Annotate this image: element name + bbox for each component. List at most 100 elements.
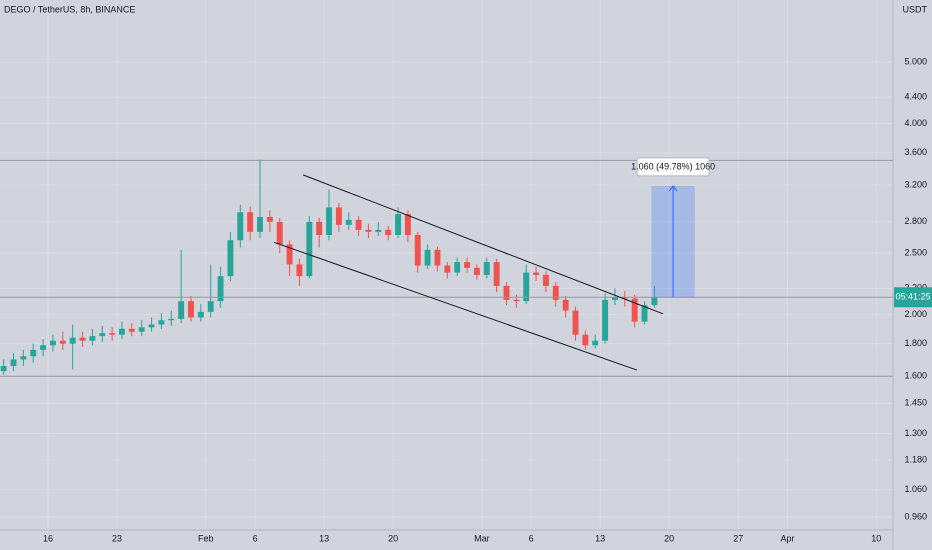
measure-label: 1.060 (49.78%) 1060 xyxy=(631,161,715,171)
candle-body xyxy=(424,249,431,266)
candle-body xyxy=(306,221,313,277)
price-label-box xyxy=(894,287,932,308)
candle-body xyxy=(0,366,7,372)
candle-body xyxy=(454,262,461,273)
candle-body xyxy=(178,301,185,319)
candle-body xyxy=(562,299,569,311)
candle-body xyxy=(237,212,244,241)
candle-body xyxy=(286,244,293,265)
candle-body xyxy=(503,285,510,300)
candle-body xyxy=(395,214,401,235)
candle-body xyxy=(404,214,411,235)
candle-body xyxy=(631,298,638,322)
candle-body xyxy=(257,216,263,232)
candle-body xyxy=(523,272,530,302)
candle-body xyxy=(158,320,165,325)
candle-body xyxy=(138,327,145,332)
candle-body xyxy=(128,328,135,332)
axes: 0.960 1.060 1.180 1.300 1.450 1.600 1.800 2.000… xyxy=(43,56,932,543)
x-tick-label: 13 xyxy=(319,533,329,543)
candle-body xyxy=(247,212,254,232)
candle-body xyxy=(385,229,392,235)
trend-line xyxy=(273,241,638,371)
candle-body xyxy=(49,340,56,346)
candle-body xyxy=(59,340,66,344)
currency: USDT xyxy=(903,4,928,14)
candle-body xyxy=(197,311,204,318)
candle-body xyxy=(572,310,579,335)
x-tick-label: 6 xyxy=(253,533,258,543)
candle-body xyxy=(355,219,362,230)
x-tick-label: 20 xyxy=(388,533,398,543)
candle-body xyxy=(109,333,116,335)
trend-line xyxy=(302,174,664,315)
y-tick-label: 5.000 xyxy=(904,56,927,66)
candle-body xyxy=(30,349,37,357)
candle-body xyxy=(375,229,382,232)
candle-body xyxy=(69,337,76,344)
candle-body xyxy=(533,272,540,275)
x-tick-label: 10 xyxy=(871,533,881,543)
countdown: 05:41:25 xyxy=(895,292,930,302)
candle-body xyxy=(168,318,175,321)
candle-body xyxy=(119,328,125,335)
x-tick-label: Mar xyxy=(474,533,490,543)
x-tick-label: 20 xyxy=(664,533,674,543)
candle-body xyxy=(79,337,86,341)
y-tick-label: 3.600 xyxy=(904,147,927,157)
y-tick-label: 0.960 xyxy=(904,511,927,521)
y-tick-label: 1.800 xyxy=(904,338,927,348)
chart-title: DEGO / TetherUS, 8h, BINANCE xyxy=(4,4,135,14)
x-tick-label: 16 xyxy=(43,533,53,543)
candle-body xyxy=(641,305,648,322)
x-tick-label: Feb xyxy=(198,533,214,543)
candle-body xyxy=(444,265,451,273)
y-tick-label: 1.180 xyxy=(904,455,927,465)
candle-body xyxy=(99,333,106,337)
candle-body xyxy=(276,221,283,245)
candle-body xyxy=(464,262,471,268)
candle-body xyxy=(10,359,17,367)
y-tick-label: 2.800 xyxy=(904,216,927,226)
candle-body xyxy=(434,249,441,266)
y-tick-label: 4.000 xyxy=(904,118,927,128)
candle-body xyxy=(296,264,303,277)
y-tick-label: 1.060 xyxy=(904,484,927,494)
y-tick-label: 3.200 xyxy=(904,179,927,189)
candle-body xyxy=(513,299,520,302)
overlay: 1.060 (49.78%) 1060 xyxy=(0,157,893,377)
candle-body xyxy=(542,274,549,286)
y-tick-label: 2.000 xyxy=(904,309,927,319)
candle-body xyxy=(217,276,224,302)
candle-body xyxy=(582,334,589,346)
measure-label-box xyxy=(636,157,710,177)
candle-body xyxy=(227,240,234,277)
measure-arrow-head xyxy=(668,185,678,192)
candle-body xyxy=(326,207,332,235)
candle-body xyxy=(493,262,500,286)
y-tick-label: 1.600 xyxy=(904,371,927,381)
y-tick-label: 2.500 xyxy=(904,247,927,257)
candle-body xyxy=(473,267,480,275)
candle-body xyxy=(40,345,47,350)
candle-body xyxy=(592,340,599,346)
candle-body xyxy=(188,301,194,318)
candle-body xyxy=(148,324,155,328)
x-tick-label: 6 xyxy=(529,533,534,543)
candle-body xyxy=(266,216,273,222)
candle-body xyxy=(89,336,96,341)
candle-body xyxy=(207,301,214,312)
candle-body xyxy=(20,356,27,360)
marks xyxy=(0,159,658,375)
candle-body xyxy=(316,221,323,235)
candle-body xyxy=(552,285,559,300)
y-tick-label: 4.400 xyxy=(904,92,927,102)
candle-body xyxy=(335,207,342,225)
candle-body xyxy=(345,219,352,225)
candle-body xyxy=(651,297,658,306)
candle-body xyxy=(611,297,618,300)
y-tick-label: 1.300 xyxy=(904,428,927,438)
x-tick-label: Apr xyxy=(780,533,794,543)
